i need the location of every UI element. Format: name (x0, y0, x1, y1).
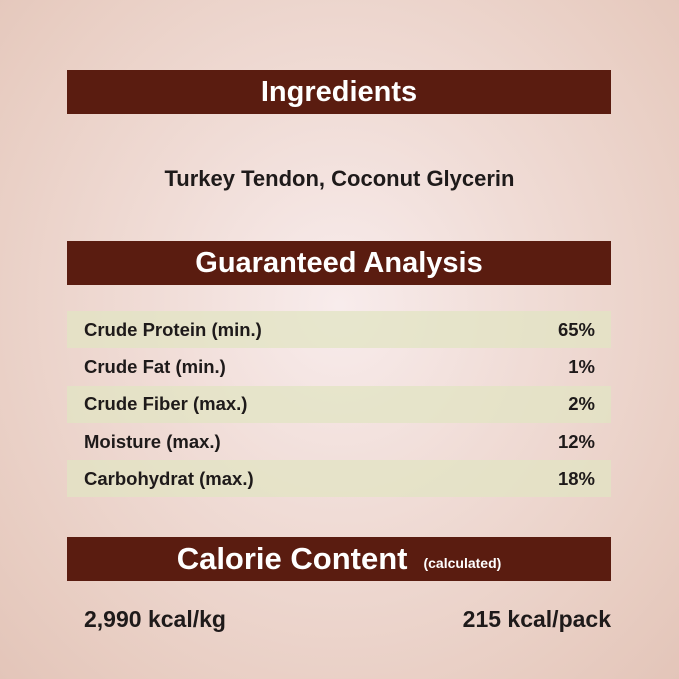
calorie-subtitle: (calculated) (423, 555, 502, 571)
ingredients-header: Ingredients (67, 70, 611, 114)
row-label: Crude Fiber (max.) (84, 393, 248, 415)
analysis-title: Guaranteed Analysis (195, 246, 483, 279)
row-value: 12% (557, 430, 595, 452)
row-value: 18% (557, 467, 595, 489)
row-label: Moisture (max.) (84, 430, 221, 452)
kcal-per-pack: 215 kcal/pack (462, 606, 611, 632)
table-row: Crude Protein (min.) 65% (67, 311, 611, 349)
row-label: Crude Fat (min.) (84, 355, 226, 377)
table-row: Moisture (max.) 12% (67, 423, 611, 460)
row-value: 2% (568, 393, 595, 415)
kcal-per-kg: 2,990 kcal/kg (84, 606, 226, 632)
ingredients-title: Ingredients (260, 75, 418, 108)
row-label: Carbohydrat (max.) (84, 467, 254, 489)
calorie-title: Calorie Content (176, 541, 408, 576)
row-value: 65% (557, 318, 595, 340)
row-label: Crude Protein (min.) (84, 318, 262, 340)
table-row: Carbohydrat (max.) 18% (67, 460, 611, 498)
analysis-table: Crude Protein (min.) 65% Crude Fat (min.)… (67, 311, 611, 498)
calorie-header: Calorie Content (calculated) (67, 537, 611, 581)
table-row: Crude Fat (min.) 1% (67, 348, 611, 385)
ingredients-text: Turkey Tendon, Coconut Glycerin (164, 166, 515, 191)
table-row: Crude Fiber (max.) 2% (67, 385, 611, 423)
analysis-header: Guaranteed Analysis (67, 241, 611, 285)
row-value: 1% (568, 355, 595, 377)
